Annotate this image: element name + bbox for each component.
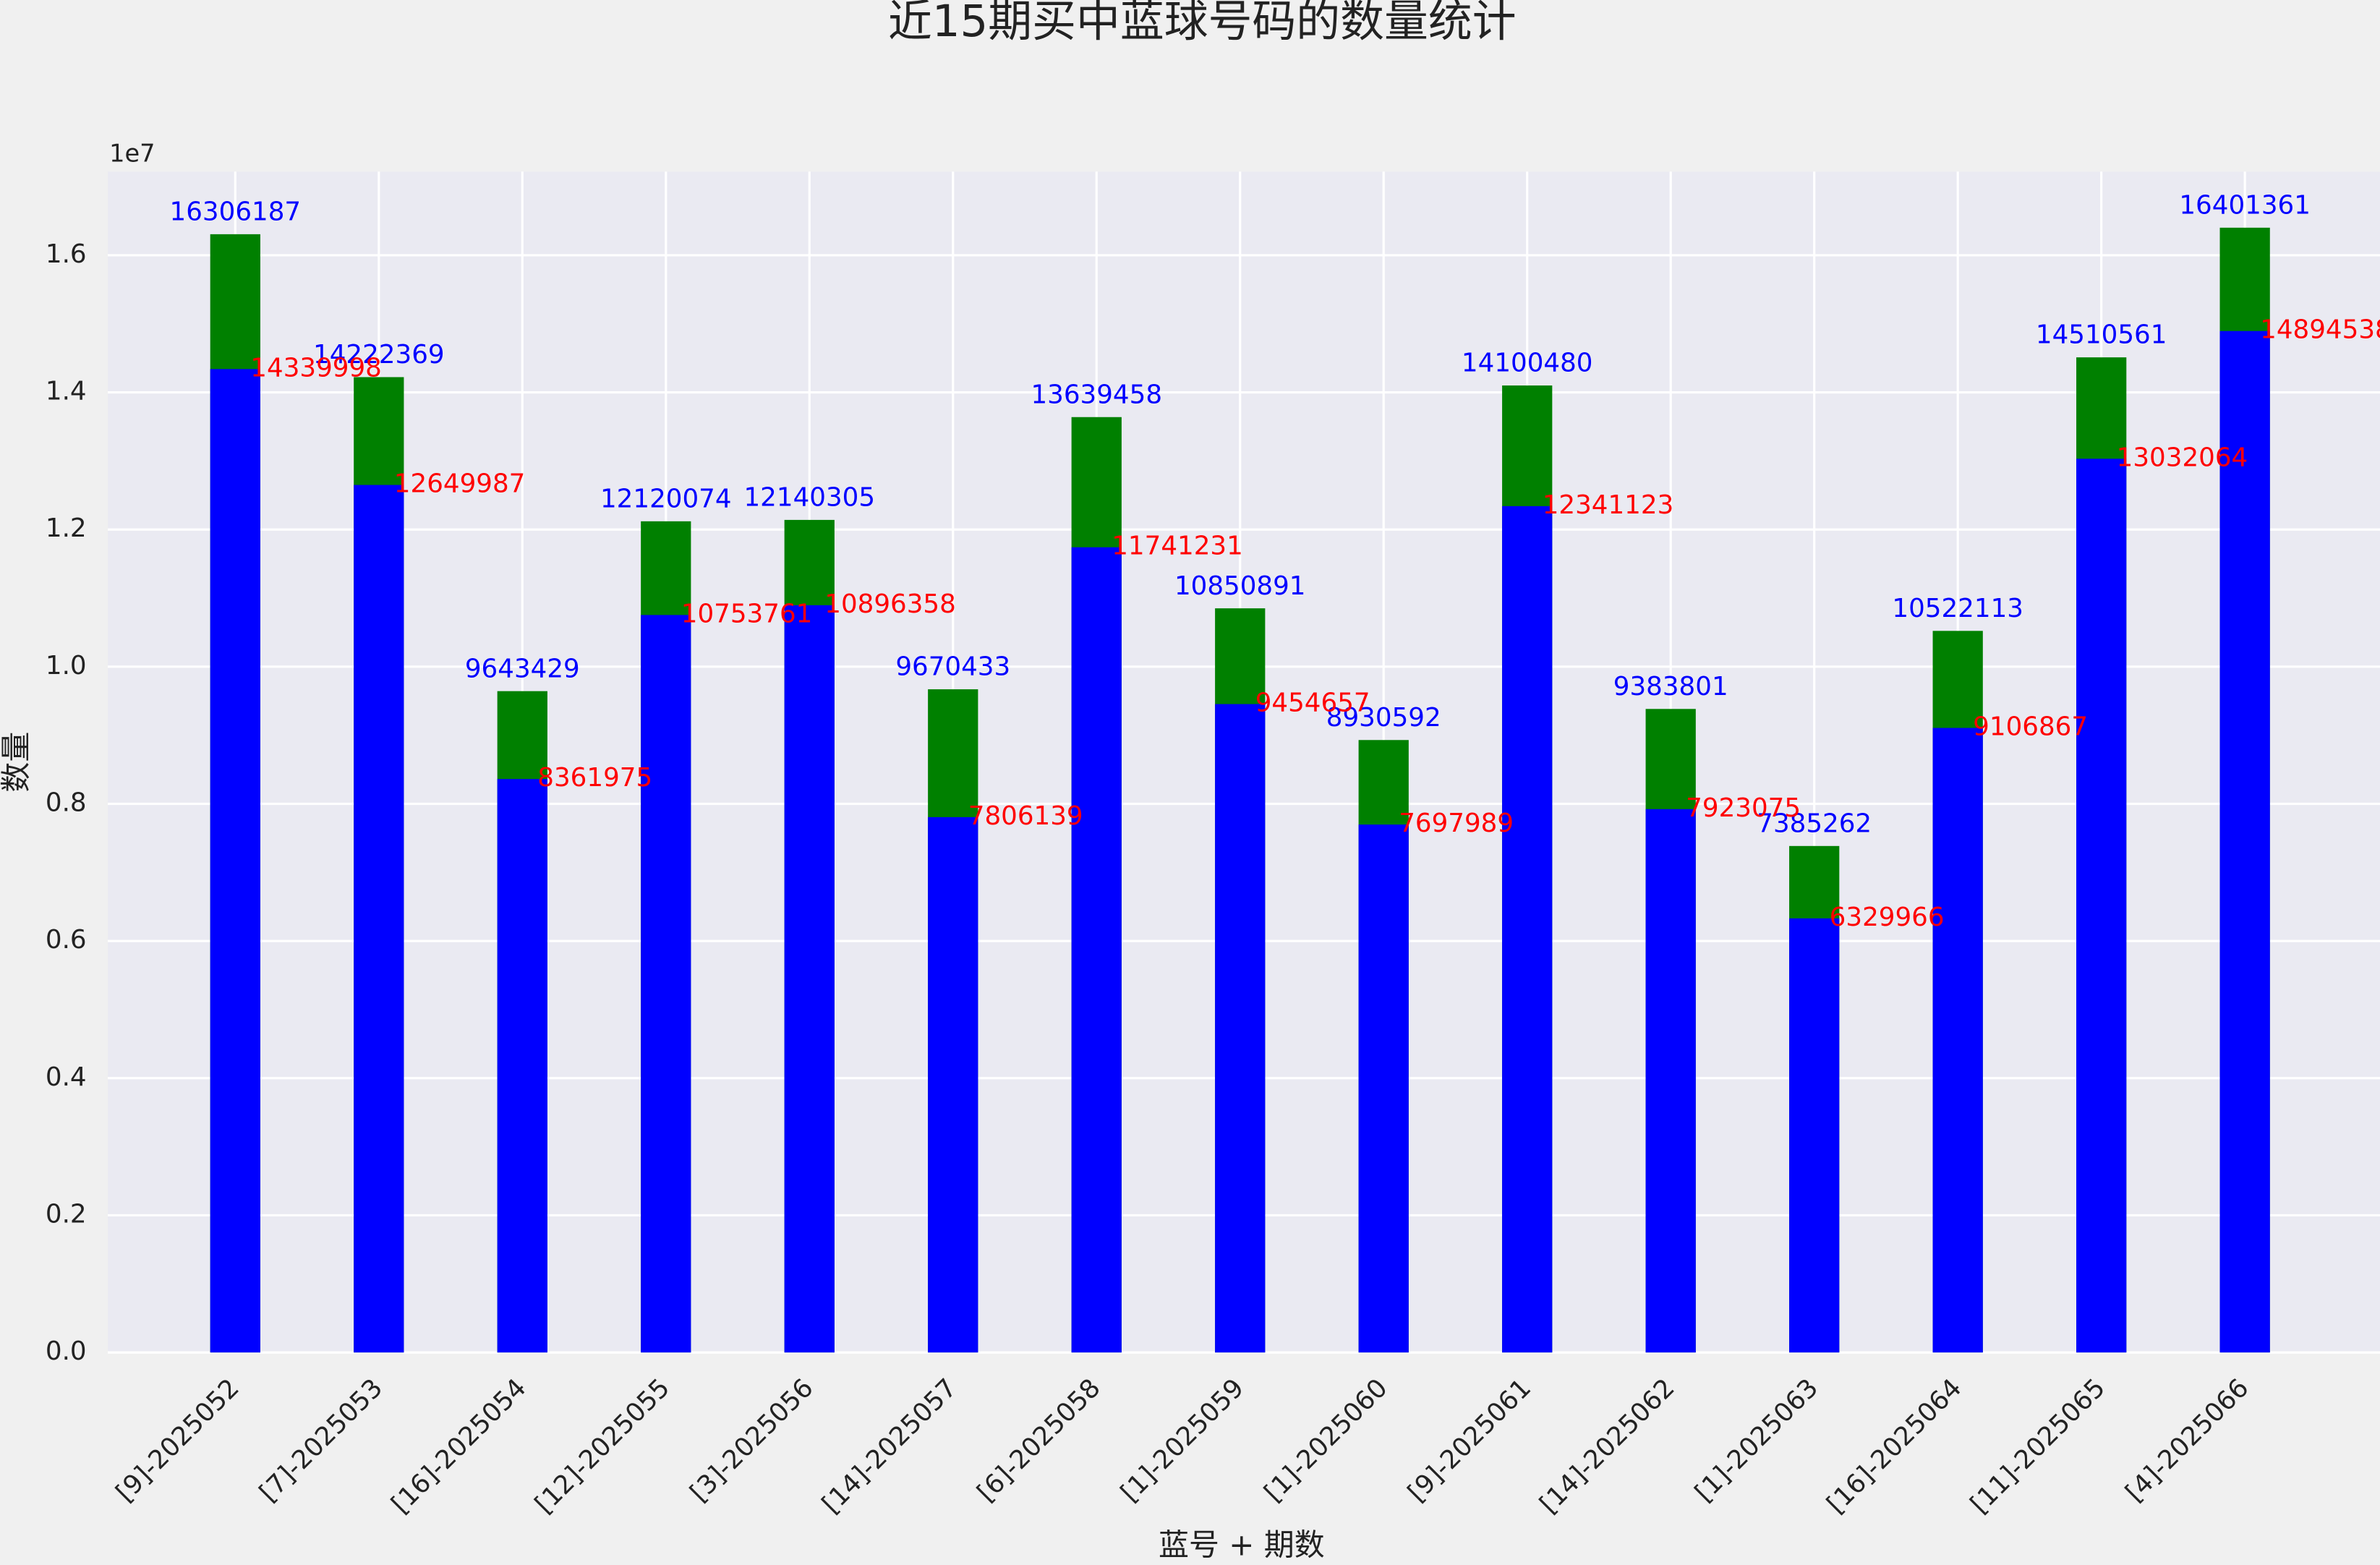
y-tick-label: 0.6 <box>46 925 87 955</box>
y-tick-label: 1.4 <box>46 377 87 406</box>
x-tick-label: [12]-2025055 <box>529 1373 675 1519</box>
data-label: 16306187 <box>170 197 302 226</box>
data-label: 7923075 <box>1686 793 1801 823</box>
y-tick-label: 1.0 <box>46 651 87 681</box>
bar <box>1789 918 1840 1353</box>
bar <box>2219 331 2270 1353</box>
data-label: 9670433 <box>895 652 1010 682</box>
bar <box>1071 547 1122 1353</box>
x-tick-label: [16]-2025054 <box>386 1373 532 1519</box>
x-tick-label: [1]-2025059 <box>1115 1373 1250 1508</box>
y-tick-label: 1.2 <box>46 513 87 543</box>
data-label: 14894538 <box>2260 315 2380 345</box>
data-label: 9643429 <box>465 654 580 683</box>
x-tick-label: [1]-2025063 <box>1689 1373 1824 1508</box>
x-tick-label: [3]-2025056 <box>685 1373 819 1508</box>
data-label: 14222369 <box>313 340 445 370</box>
x-tick-label: [11]-2025065 <box>1965 1373 2111 1519</box>
data-label: 13032064 <box>2117 443 2248 472</box>
data-label: 9454657 <box>1255 688 1370 718</box>
data-label: 7697989 <box>1399 809 1514 838</box>
y-tick-label: 1.6 <box>46 239 87 269</box>
x-tick-label: [16]-2025064 <box>1821 1373 1967 1519</box>
bar <box>1645 809 1696 1353</box>
data-label: 12140305 <box>743 483 875 513</box>
y-tick-label: 0.2 <box>46 1199 87 1229</box>
bar <box>928 816 978 1353</box>
data-label: 6329966 <box>1830 903 1945 932</box>
bar <box>784 605 835 1353</box>
x-tick-label: [4]-2025066 <box>2120 1373 2254 1508</box>
x-tick-label: [9]-2025052 <box>111 1373 245 1508</box>
bar <box>1215 704 1266 1353</box>
bar <box>1502 506 1553 1353</box>
bar <box>1358 824 1409 1353</box>
y-tick-label: 0.4 <box>46 1062 87 1092</box>
chart-title: 近15期买中蓝球号码的数量统计 <box>888 0 1517 47</box>
bar <box>210 369 260 1353</box>
data-label: 10522113 <box>1892 594 2023 623</box>
x-axis-label: 蓝号 + 期数 <box>1159 1527 1325 1562</box>
data-label: 12649987 <box>394 469 526 499</box>
x-tick-label: [9]-2025061 <box>1402 1373 1537 1508</box>
data-label: 10896358 <box>824 589 956 619</box>
bar <box>354 485 404 1353</box>
data-label: 14510561 <box>2036 320 2167 350</box>
bar <box>497 779 547 1353</box>
x-tick-label: [7]-2025053 <box>254 1373 388 1508</box>
x-tick-label: [6]-2025058 <box>972 1373 1106 1508</box>
data-label: 8361975 <box>537 763 652 793</box>
data-label: 14339998 <box>250 353 382 383</box>
data-label: 10753761 <box>681 599 813 628</box>
y-tick-label: 0.8 <box>46 788 87 818</box>
y-axis-label: 数量 <box>0 732 34 793</box>
x-tick-label: [14]-2025057 <box>816 1373 963 1519</box>
bar <box>2076 459 2127 1353</box>
data-label: 11741231 <box>1112 532 1243 561</box>
y-tick-label: 0.0 <box>46 1336 87 1366</box>
data-label: 8930592 <box>1326 703 1441 733</box>
x-tick-label: [14]-2025062 <box>1534 1373 1680 1519</box>
bar <box>641 615 691 1353</box>
y-offset-label: 1e7 <box>109 140 155 168</box>
data-label: 9383801 <box>1613 672 1728 702</box>
bar <box>1932 728 1983 1353</box>
data-label: 12341123 <box>1543 490 1674 520</box>
data-label: 7806139 <box>968 801 1083 831</box>
data-label: 7385262 <box>1757 809 1872 838</box>
data-label: 16401361 <box>2179 190 2311 220</box>
data-label: 10850891 <box>1174 571 1306 601</box>
x-tick-label: [1]-2025060 <box>1258 1373 1393 1508</box>
data-label: 9106867 <box>1973 712 2088 742</box>
data-label: 12120074 <box>600 484 732 513</box>
data-label: 14100480 <box>1462 349 1593 378</box>
data-label: 13639458 <box>1031 380 1162 409</box>
